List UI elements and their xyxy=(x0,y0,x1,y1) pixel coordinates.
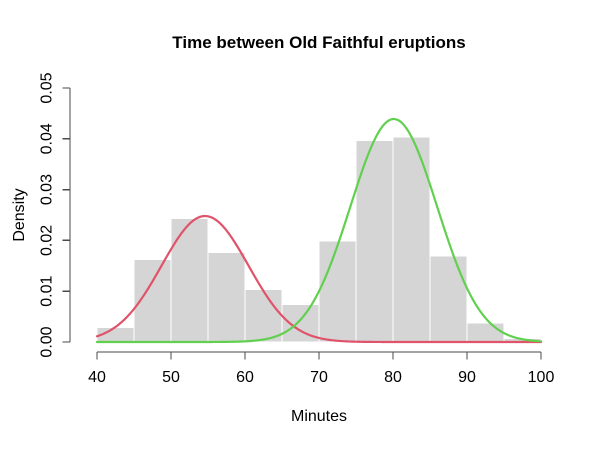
histogram-bar xyxy=(170,218,209,343)
y-tick-label: 0.02 xyxy=(39,225,56,256)
x-tick-label: 40 xyxy=(88,369,106,386)
axes: 40 50 60 70 80 90 100 0.00 0.01 0.02 0.03 0.04 0.05 xyxy=(39,72,555,386)
y-tick-label: 0.03 xyxy=(39,174,56,205)
density-curves xyxy=(95,117,543,344)
histogram-bar xyxy=(207,252,246,343)
x-tick-label: 60 xyxy=(236,369,254,386)
x-tick-label: 90 xyxy=(458,369,476,386)
histogram-bar xyxy=(244,289,283,343)
y-tick-label: 0.05 xyxy=(39,72,56,103)
chart-title: Time between Old Faithful eruptions xyxy=(172,33,465,52)
histogram-bar xyxy=(466,322,505,343)
short-wait-component-curve xyxy=(95,214,543,344)
x-axis-label: Minutes xyxy=(291,408,347,425)
x-tick-label: 50 xyxy=(162,369,180,386)
y-tick-label: 0.00 xyxy=(39,326,56,357)
x-tick-label: 70 xyxy=(310,369,328,386)
histogram-bars xyxy=(96,136,542,343)
histogram-bar xyxy=(429,255,468,343)
y-tick-label: 0.04 xyxy=(39,123,56,154)
y-tick-label: 0.01 xyxy=(39,276,56,307)
long-wait-component-curve xyxy=(95,117,543,344)
y-axis-label: Density xyxy=(11,188,28,241)
x-tick-label: 100 xyxy=(528,369,555,386)
histogram-bar xyxy=(318,240,357,343)
x-tick-label: 80 xyxy=(384,369,402,386)
